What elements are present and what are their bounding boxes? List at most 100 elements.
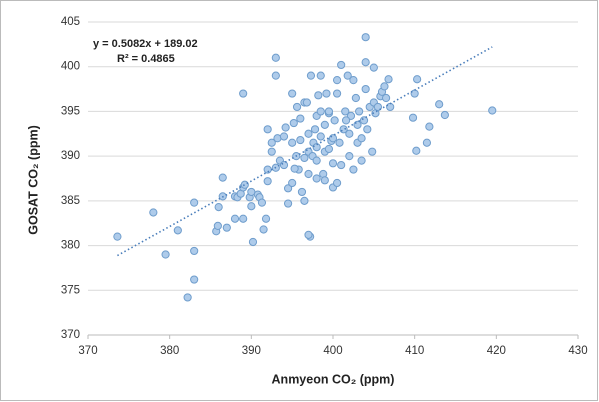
point bbox=[322, 89, 331, 98]
point bbox=[357, 156, 366, 165]
x-tick-label: 390 bbox=[242, 345, 261, 357]
point bbox=[161, 250, 170, 259]
point bbox=[304, 129, 313, 138]
point bbox=[314, 91, 323, 100]
y-tick-label: 375 bbox=[61, 284, 80, 296]
point bbox=[330, 116, 339, 125]
y-tick-label: 395 bbox=[61, 105, 80, 117]
point bbox=[292, 102, 302, 112]
point bbox=[357, 134, 366, 143]
point bbox=[263, 177, 272, 186]
point bbox=[345, 152, 354, 161]
point bbox=[263, 165, 272, 174]
point bbox=[279, 132, 289, 141]
point bbox=[149, 208, 158, 217]
point bbox=[173, 226, 182, 235]
x-tick-label: 380 bbox=[160, 345, 179, 357]
y-tick-label: 380 bbox=[61, 240, 80, 252]
point bbox=[296, 114, 305, 123]
point bbox=[408, 113, 418, 122]
point bbox=[412, 146, 421, 155]
point bbox=[267, 138, 276, 147]
point bbox=[222, 223, 231, 232]
point bbox=[425, 122, 434, 131]
point bbox=[381, 93, 391, 103]
point bbox=[384, 75, 393, 84]
point bbox=[239, 214, 248, 223]
point bbox=[337, 160, 346, 170]
point bbox=[341, 116, 351, 125]
point bbox=[335, 138, 344, 147]
point bbox=[288, 178, 297, 188]
point bbox=[440, 110, 449, 120]
point bbox=[345, 129, 354, 138]
point bbox=[422, 138, 432, 147]
point bbox=[300, 196, 309, 205]
point bbox=[271, 53, 280, 62]
point bbox=[240, 180, 249, 189]
point bbox=[324, 144, 334, 154]
point bbox=[230, 214, 240, 223]
point bbox=[281, 123, 290, 132]
y-tick-label: 405 bbox=[61, 16, 80, 28]
point bbox=[190, 198, 199, 207]
point bbox=[312, 174, 321, 183]
point bbox=[248, 237, 258, 247]
y-axis-label: GOSAT CO₂ (ppm) bbox=[26, 125, 40, 234]
point bbox=[332, 178, 342, 188]
point bbox=[263, 125, 272, 134]
point bbox=[359, 116, 369, 125]
point bbox=[341, 107, 350, 116]
point bbox=[312, 156, 321, 165]
point bbox=[351, 93, 360, 103]
point bbox=[380, 82, 389, 91]
x-tick-label: 370 bbox=[78, 345, 97, 357]
y-tick-label: 390 bbox=[61, 150, 80, 162]
point bbox=[488, 106, 497, 115]
point bbox=[302, 98, 311, 107]
x-tick-label: 410 bbox=[405, 345, 424, 357]
point bbox=[310, 125, 320, 134]
point bbox=[239, 89, 248, 98]
point bbox=[355, 107, 364, 116]
point bbox=[349, 165, 358, 174]
point bbox=[257, 198, 267, 207]
point bbox=[343, 71, 352, 80]
point bbox=[267, 147, 276, 156]
point bbox=[332, 89, 342, 98]
point bbox=[288, 89, 297, 98]
point bbox=[296, 135, 305, 145]
equation: y = 0.5082x + 189.02 bbox=[93, 38, 198, 50]
point bbox=[320, 120, 329, 129]
point bbox=[279, 160, 289, 170]
point bbox=[361, 84, 370, 94]
point bbox=[271, 71, 280, 80]
point bbox=[218, 173, 227, 182]
point bbox=[332, 76, 342, 85]
point bbox=[337, 60, 346, 70]
y-tick-label: 370 bbox=[61, 329, 80, 341]
point bbox=[304, 169, 313, 179]
point bbox=[386, 102, 395, 112]
point bbox=[353, 120, 362, 129]
point bbox=[413, 75, 422, 84]
x-tick-label: 430 bbox=[568, 345, 587, 357]
point bbox=[183, 293, 192, 302]
point bbox=[288, 138, 297, 147]
point bbox=[328, 159, 338, 168]
point bbox=[410, 89, 419, 98]
point bbox=[363, 125, 372, 134]
point bbox=[361, 58, 370, 67]
point bbox=[349, 76, 358, 85]
point bbox=[283, 199, 293, 208]
x-tick-label: 400 bbox=[323, 345, 342, 357]
point bbox=[297, 187, 307, 197]
point bbox=[247, 202, 256, 211]
point bbox=[190, 246, 199, 256]
point bbox=[300, 153, 309, 163]
y-tick-label: 400 bbox=[61, 61, 80, 73]
point bbox=[113, 232, 122, 241]
point bbox=[214, 203, 223, 212]
point bbox=[361, 33, 370, 42]
